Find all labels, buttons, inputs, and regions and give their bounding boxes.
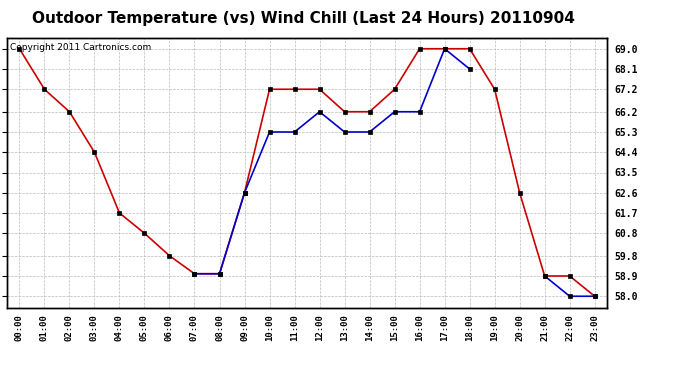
Text: Outdoor Temperature (vs) Wind Chill (Last 24 Hours) 20110904: Outdoor Temperature (vs) Wind Chill (Las… xyxy=(32,11,575,26)
Text: Copyright 2011 Cartronics.com: Copyright 2011 Cartronics.com xyxy=(10,43,151,52)
